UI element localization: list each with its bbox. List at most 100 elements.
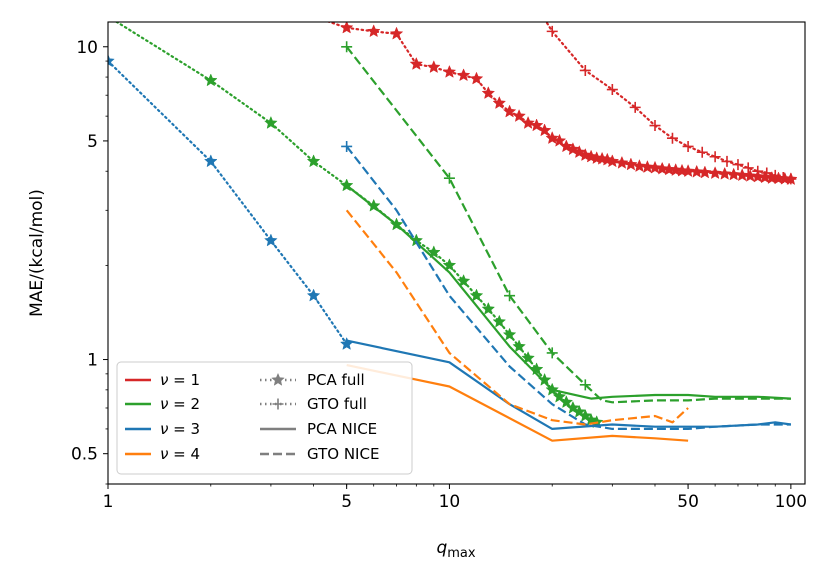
- y-tick-label: 1: [87, 351, 98, 371]
- legend-entry-style: PCA full: [307, 371, 365, 389]
- data-point-nu1-pca-full: [743, 168, 758, 182]
- series-nu3-gto-full: [341, 140, 353, 152]
- data-point-nu2-pca-full: [442, 258, 457, 272]
- legend-box: [116, 361, 413, 475]
- data-point-nu1-pca-full: [537, 123, 552, 137]
- legend-marker-star: [271, 372, 285, 386]
- data-point-nu1-pca-full: [662, 162, 676, 176]
- data-point-nu2-pca-full: [492, 314, 507, 328]
- legend-nu-symbol: ν: [160, 445, 168, 463]
- data-point-nu1-pca-full: [758, 170, 772, 184]
- data-point-nu2-pca-full: [559, 395, 574, 409]
- legend-nu-value: = 1: [168, 371, 200, 389]
- data-point-nu1-gto-full: [742, 162, 754, 174]
- series-nu2-gto-nice: [584, 383, 791, 404]
- data-point-nu2-gto-full: [341, 41, 353, 53]
- data-point-nu1-gto-full: [546, 25, 558, 37]
- series-line-nu2-gto-full: [345, 46, 587, 386]
- data-point-nu1-gto-full: [649, 120, 661, 132]
- legend-marker-plus: [272, 398, 284, 410]
- data-point-nu1-pca-full: [529, 118, 544, 132]
- data-point-nu1-gto-full: [682, 140, 694, 152]
- data-point-nu3-pca-full: [108, 53, 115, 67]
- data-point-nu1-pca-full: [735, 168, 749, 182]
- legend-nu-value: = 3: [168, 420, 200, 438]
- series-line-nu2-gto-nice: [584, 383, 791, 404]
- data-point-nu1-pca-full: [698, 165, 712, 179]
- legend-nu-symbol: ν: [160, 395, 168, 413]
- data-point-nu1-pca-full: [339, 22, 354, 34]
- data-point-nu2-pca-full: [481, 301, 496, 315]
- legend-entry-color: ν = 4: [160, 445, 200, 463]
- series-line-nu4-pca-nice: [346, 364, 689, 442]
- series-nu1-gto-full: [545, 22, 797, 185]
- data-point-nu1-pca-full: [689, 164, 704, 178]
- data-point-nu2-pca-full: [521, 351, 535, 364]
- legend-nu-symbol: ν: [160, 420, 168, 438]
- data-point-nu1-gto-full: [785, 173, 797, 185]
- data-point-nu1-pca-full: [640, 160, 655, 174]
- data-point-nu2-pca-full: [552, 389, 567, 403]
- data-point-nu1-pca-full: [389, 26, 404, 40]
- legend-nu-value: = 4: [168, 445, 200, 463]
- series-nu4-gto-nice: [345, 209, 689, 426]
- data-point-nu1-gto-full: [777, 171, 789, 183]
- data-point-nu1-gto-full: [721, 155, 733, 167]
- data-point-nu1-pca-full: [648, 160, 662, 174]
- data-point-nu1-gto-full: [732, 159, 744, 171]
- legend-entry-style: GTO full: [307, 395, 367, 413]
- series-layer: [108, 22, 798, 442]
- data-point-nu1-pca-full: [409, 56, 424, 70]
- data-point-nu2-pca-full: [512, 339, 526, 353]
- series-nu2-pca-nice: [346, 184, 791, 400]
- series-line-nu3-gto-nice: [345, 145, 791, 430]
- x-tick-label: 5: [341, 492, 352, 512]
- data-point-nu1-pca-full: [717, 166, 732, 180]
- plot-frame: [107, 21, 806, 485]
- data-point-nu1-pca-full: [655, 161, 670, 175]
- x-axis-label-main: q: [436, 538, 447, 558]
- data-point-nu1-gto-full: [606, 84, 618, 96]
- data-point-nu1-pca-full: [366, 24, 381, 38]
- data-point-nu3-pca-full: [203, 154, 218, 168]
- series-nu3-gto-nice: [345, 145, 791, 430]
- data-point-nu3-pca-full: [264, 233, 278, 247]
- x-tick-label: 1: [103, 492, 114, 512]
- series-line-nu3-pca-full: [108, 60, 348, 346]
- data-point-nu1-gto-full: [629, 101, 641, 113]
- data-point-nu2-pca-full: [502, 327, 517, 341]
- data-point-nu1-pca-full: [481, 86, 496, 100]
- y-tick-label: 10: [76, 38, 98, 58]
- data-point-nu1-gto-full: [769, 169, 781, 181]
- data-point-nu2-pca-full: [469, 288, 484, 302]
- data-point-nu2-pca-full: [264, 115, 278, 129]
- data-point-nu1-gto-full: [666, 132, 678, 144]
- data-point-nu3-pca-full: [306, 288, 321, 302]
- data-point-nu2-pca-full: [203, 73, 218, 87]
- series-nu3-pca-full: [108, 53, 354, 350]
- data-point-nu2-gto-full: [546, 347, 558, 359]
- legend-entry-color: ν = 1: [160, 371, 200, 389]
- series-line-nu1-gto-full: [545, 22, 792, 180]
- data-point-nu1-pca-full: [456, 68, 471, 82]
- data-point-nu1-gto-full: [709, 151, 721, 163]
- data-point-nu1-pca-full: [492, 96, 507, 110]
- legend-entry-color: ν = 2: [160, 395, 200, 413]
- x-tick-label: 100: [775, 492, 807, 512]
- data-point-nu3-gto-full: [341, 140, 353, 152]
- y-tick-label: 5: [87, 132, 98, 152]
- data-point-nu1-gto-full: [761, 167, 773, 179]
- data-point-nu1-pca-full: [726, 167, 741, 181]
- data-point-nu1-gto-full: [579, 64, 591, 76]
- legend-entry-color: ν = 3: [160, 420, 200, 438]
- data-point-nu2-pca-full: [456, 274, 471, 288]
- data-point-nu2-gto-full: [504, 290, 516, 302]
- data-point-nu1-pca-full: [681, 164, 695, 178]
- x-axis-label-sub: max: [447, 546, 476, 561]
- legend-nu-value: = 2: [168, 395, 200, 413]
- x-tick-label: 50: [677, 492, 699, 512]
- data-point-nu1-pca-full: [552, 133, 567, 147]
- data-point-nu1-gto-full: [752, 165, 764, 177]
